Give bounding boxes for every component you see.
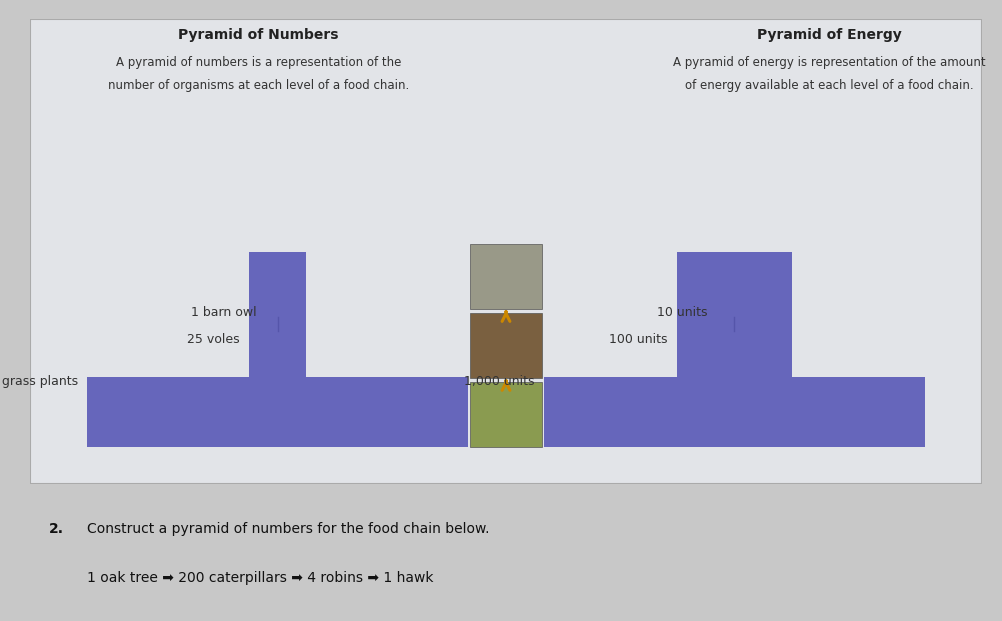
Text: 2,000 grass plants: 2,000 grass plants: [0, 376, 78, 388]
Bar: [470, 313, 542, 378]
Bar: [717, 330, 752, 447]
Text: 1 oak tree ➡ 200 caterpillars ➡ 4 robins ➡ 1 hawk: 1 oak tree ➡ 200 caterpillars ➡ 4 robins…: [87, 571, 434, 586]
Text: number of organisms at each level of a food chain.: number of organisms at each level of a f…: [108, 79, 409, 92]
Text: 2.: 2.: [49, 522, 64, 536]
Bar: [249, 252, 307, 447]
Bar: [267, 330, 289, 447]
Bar: [470, 244, 542, 309]
Text: A pyramid of numbers is a representation of the: A pyramid of numbers is a representation…: [116, 56, 401, 69]
Bar: [87, 377, 468, 447]
Text: A pyramid of energy is representation of the amount: A pyramid of energy is representation of…: [673, 56, 986, 69]
Text: Construct a pyramid of numbers for the food chain below.: Construct a pyramid of numbers for the f…: [87, 522, 490, 536]
Text: Pyramid of Energy: Pyramid of Energy: [758, 28, 902, 42]
Bar: [677, 252, 792, 447]
Bar: [470, 382, 542, 447]
Text: 25 voles: 25 voles: [186, 333, 239, 346]
Text: 1 barn owl: 1 barn owl: [191, 306, 257, 319]
Text: of energy available at each level of a food chain.: of energy available at each level of a f…: [685, 79, 974, 92]
Text: 1,000 units: 1,000 units: [464, 376, 535, 388]
Bar: [544, 377, 925, 447]
Text: Pyramid of Numbers: Pyramid of Numbers: [178, 28, 339, 42]
Text: 10 units: 10 units: [657, 306, 707, 319]
Text: 100 units: 100 units: [609, 333, 667, 346]
